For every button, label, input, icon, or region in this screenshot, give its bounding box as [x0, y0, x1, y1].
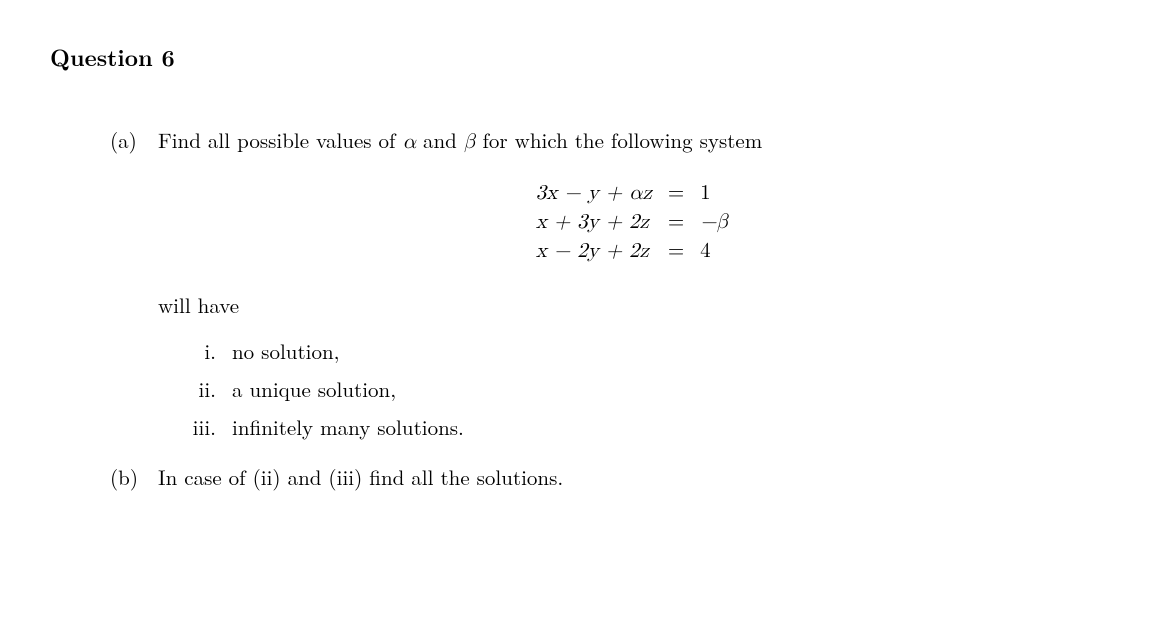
eq3-eq: =: [660, 237, 692, 266]
question-title: Question 6: [50, 40, 1106, 73]
roman-label-3: iii.: [188, 412, 232, 442]
eq3-rhs: 4: [692, 237, 736, 266]
roman-list: i. no solution, ii. a unique solution, i…: [188, 336, 1106, 442]
alpha-symbol: α: [402, 132, 415, 153]
beta-symbol: β: [464, 132, 476, 153]
equation-block: 3x − y + αz = 1 x + 3y + 2z = −β x − 2y …: [158, 179, 1106, 266]
roman-label-2: ii.: [188, 374, 232, 404]
equation-row-3: x − 2y + 2z = 4: [528, 237, 736, 266]
eq1-lhs: 3x − y + αz: [536, 183, 652, 204]
part-a-intro-1: Find all possible values of: [158, 125, 402, 155]
roman-item-1: i. no solution,: [188, 336, 1106, 366]
roman-text-2: a unique solution,: [232, 374, 1106, 404]
roman-item-2: ii. a unique solution,: [188, 374, 1106, 404]
equation-row-1: 3x − y + αz = 1: [528, 179, 736, 208]
part-b-label: (b): [110, 462, 158, 492]
roman-label-1: i.: [188, 336, 232, 366]
eq2-rhs: −β: [700, 212, 728, 233]
roman-text-1: no solution,: [232, 336, 1106, 366]
eq2-eq: =: [660, 208, 692, 237]
part-b-content: In case of (ii) and (iii) find all the s…: [158, 462, 1106, 492]
eq1-rhs: 1: [692, 179, 736, 208]
part-b-row: (b) In case of (ii) and (iii) find all t…: [110, 462, 1106, 492]
equation-row-2: x + 3y + 2z = −β: [528, 208, 736, 237]
eq3-lhs: x − 2y + 2z: [536, 241, 649, 262]
roman-text-3: infinitely many solutions.: [232, 412, 1106, 442]
part-a-content: Find all possible values of α and β for …: [158, 125, 1106, 450]
part-a-container: (a) Find all possible values of α and β …: [110, 125, 1106, 492]
roman-item-3: iii. infinitely many solutions.: [188, 412, 1106, 442]
eq1-eq: =: [660, 179, 692, 208]
part-a-intro-2: and: [416, 125, 464, 155]
part-a-intro-3: for which the following system: [476, 125, 763, 155]
equation-table: 3x − y + αz = 1 x + 3y + 2z = −β x − 2y …: [528, 179, 736, 266]
part-a-label: (a): [110, 125, 158, 450]
will-have-text: will have: [158, 290, 1106, 320]
part-a-row: (a) Find all possible values of α and β …: [110, 125, 1106, 450]
eq2-lhs: x + 3y + 2z: [536, 212, 649, 233]
